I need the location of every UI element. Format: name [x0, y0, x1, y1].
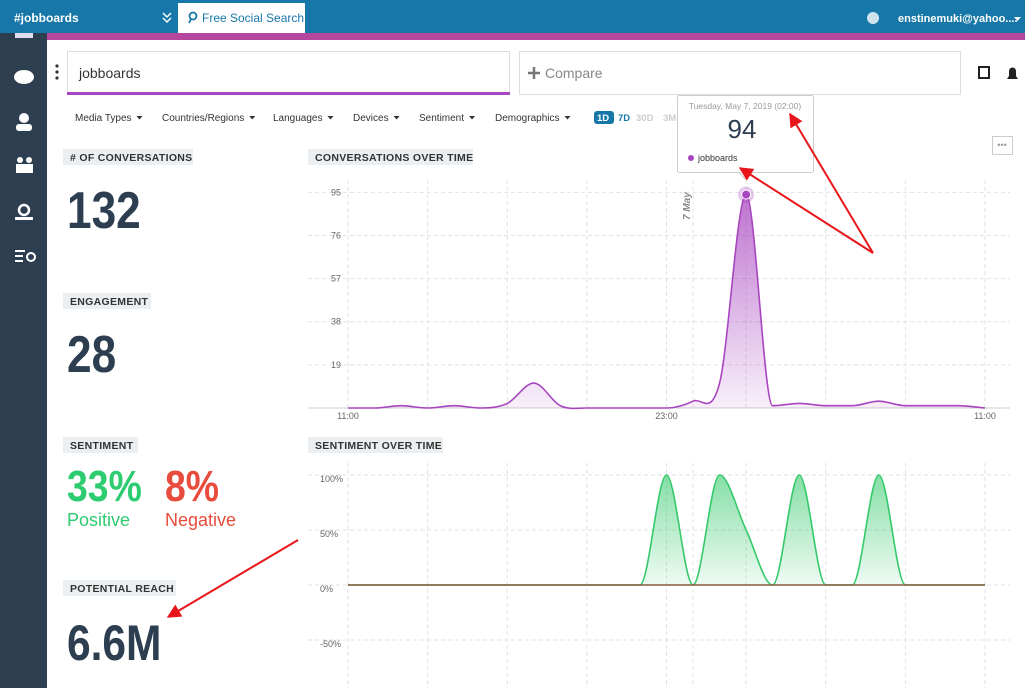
- search-icon: [188, 11, 198, 21]
- chart-title: SENTIMENT OVER TIME: [315, 440, 442, 452]
- chevron[interactable]: [162, 12, 172, 24]
- filter[interactable]: Languages: [273, 113, 323, 124]
- range-active: [594, 111, 614, 124]
- stripe: [47, 33, 1025, 40]
- label-bg: [63, 580, 176, 596]
- y-tick-label: 38: [331, 317, 341, 327]
- filter-caret: [249, 116, 256, 120]
- y-tick-label: 100%: [320, 474, 343, 484]
- kebab: [55, 76, 59, 80]
- peak-point: [741, 189, 752, 200]
- filter-caret: [136, 116, 143, 120]
- y-tick-label: 76: [331, 230, 341, 240]
- stat-label: SENTIMENT: [70, 440, 134, 452]
- x-tick-label: 11:00: [974, 411, 996, 421]
- filter-caret: [327, 116, 334, 120]
- stat-label: POTENTIAL REACH: [70, 583, 174, 595]
- range[interactable]: 3M: [663, 113, 676, 124]
- y-tick-label: 57: [331, 274, 341, 284]
- filter-caret: [564, 116, 571, 120]
- nav-icon: [16, 164, 33, 173]
- nav-icon: [26, 252, 36, 262]
- y-tick-label: -50%: [320, 639, 341, 649]
- y-tick-label: 0%: [320, 584, 333, 594]
- negative-value: 8%: [165, 461, 219, 511]
- annotation: 7 May: [682, 192, 693, 220]
- label-bg: [63, 149, 193, 165]
- search-icon: [188, 18, 192, 24]
- compare-box[interactable]: [519, 51, 961, 95]
- label-bg: [63, 437, 138, 453]
- filter[interactable]: Sentiment: [419, 113, 464, 124]
- tab[interactable]: [178, 3, 305, 33]
- search-query[interactable]: jobboards: [78, 65, 141, 81]
- search-box[interactable]: [67, 51, 510, 95]
- y-tick-label: 50%: [320, 529, 338, 539]
- nav-icon[interactable]: [17, 157, 23, 163]
- filter[interactable]: Countries/Regions: [162, 113, 244, 124]
- nav-icon[interactable]: [15, 33, 33, 38]
- range[interactable]: 1D: [597, 113, 609, 124]
- area: [348, 475, 985, 585]
- chart-title: CONVERSATIONS OVER TIME: [315, 152, 473, 164]
- nav-icon[interactable]: [14, 70, 34, 84]
- y-tick-label: 19: [331, 360, 341, 370]
- top-bar: [0, 0, 1025, 33]
- filter-caret: [469, 116, 476, 120]
- filter[interactable]: Media Types: [75, 113, 132, 124]
- filter[interactable]: Demographics: [495, 113, 559, 124]
- caret[interactable]: [1014, 17, 1021, 21]
- stat-value: 6.6M: [67, 615, 161, 671]
- positive-label: Positive: [67, 510, 130, 530]
- project-title[interactable]: #jobboards: [14, 11, 79, 25]
- x-tick-label: 23:00: [655, 411, 678, 421]
- label-bg: [308, 149, 473, 165]
- search-underline: [67, 92, 510, 95]
- filter[interactable]: Devices: [353, 113, 389, 124]
- nav-icon[interactable]: [19, 113, 29, 123]
- nav-icon: [15, 217, 33, 220]
- tooltip-value: 94: [728, 114, 757, 144]
- tab-label[interactable]: Free Social Search: [202, 11, 304, 25]
- menu-button[interactable]: [992, 136, 1013, 155]
- positive-value: 33%: [67, 461, 142, 511]
- arrow: [166, 539, 299, 618]
- line: [348, 193, 986, 410]
- label-bg: [308, 437, 443, 453]
- compare-label[interactable]: Compare: [545, 65, 603, 81]
- label-bg: [63, 293, 151, 309]
- bell-icon[interactable]: [1007, 67, 1018, 80]
- kebab[interactable]: [55, 64, 59, 68]
- x-tick-label: 11:00: [337, 411, 359, 421]
- sidebar: [0, 33, 47, 688]
- kebab: [55, 70, 59, 74]
- nav-icon: [26, 157, 32, 163]
- globe-icon[interactable]: [867, 12, 879, 24]
- stat-label: # OF CONVERSATIONS: [70, 152, 192, 164]
- nav-icon[interactable]: [15, 250, 25, 262]
- stat-label: ENGAGEMENT: [70, 296, 149, 308]
- arrow: [789, 112, 874, 254]
- range[interactable]: 30D: [636, 113, 654, 124]
- range[interactable]: 7D: [618, 113, 630, 124]
- y-tick-label: 95: [331, 187, 341, 197]
- nav-icon[interactable]: [17, 203, 31, 217]
- menu-dots: •••: [997, 140, 1006, 150]
- arrow: [738, 167, 874, 254]
- stat-value: 132: [67, 182, 141, 240]
- user-name[interactable]: enstinemuki@yahoo....: [898, 13, 1018, 25]
- save-icon[interactable]: [978, 66, 990, 79]
- tooltip-date: Tuesday, May 7, 2019 (02:00): [689, 101, 802, 111]
- nav-icon: [16, 124, 32, 131]
- tooltip-dot: [688, 155, 694, 161]
- negative-label: Negative: [165, 510, 236, 530]
- filter-caret: [393, 116, 400, 120]
- tooltip-series: jobboards: [697, 153, 738, 163]
- stat-value: 28: [67, 326, 116, 384]
- plus-icon: [528, 67, 540, 79]
